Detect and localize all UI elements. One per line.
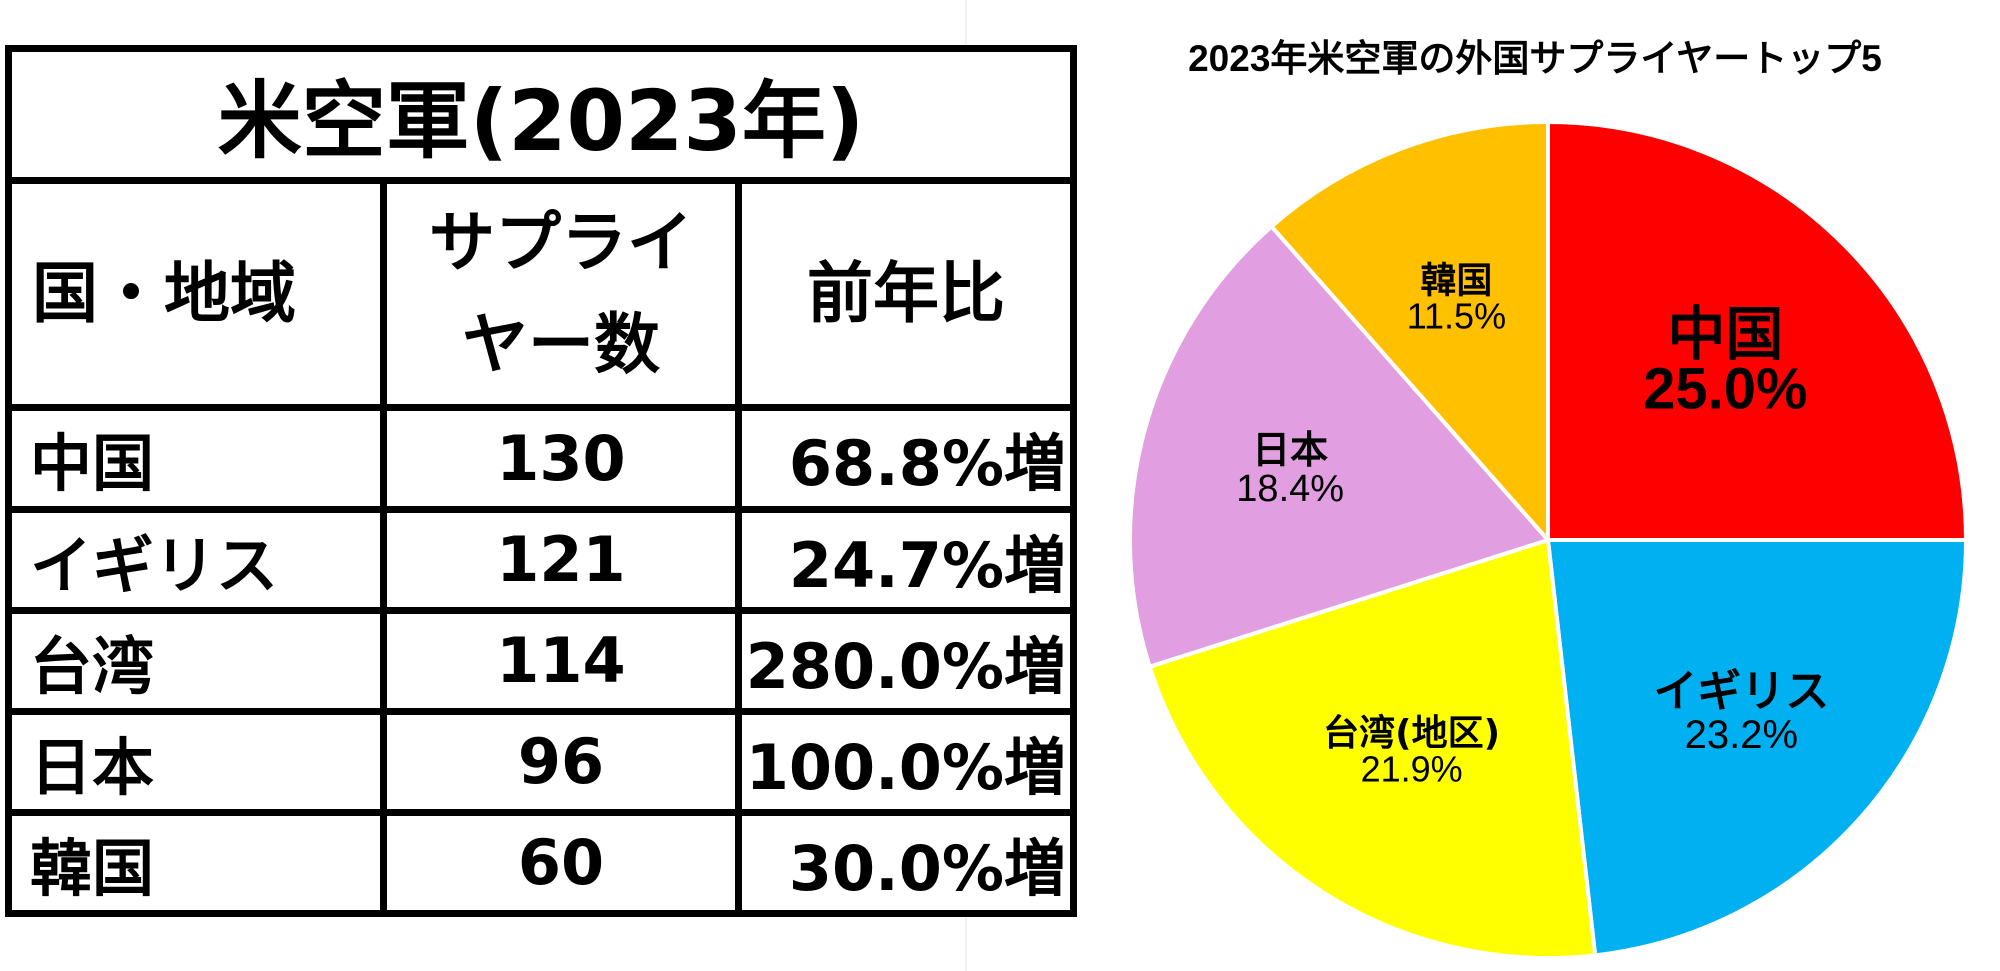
table-row: 日本 96 100.0%増 <box>5 707 1077 816</box>
row-count: 96 <box>380 707 742 816</box>
header-country: 国・地域 <box>5 177 387 412</box>
table-title: 米空軍(2023年) <box>5 44 1077 185</box>
supplier-table: 米空軍(2023年) 国・地域 サプライ ヤー数 前年比 中国 130 68.8… <box>5 44 1077 918</box>
pie-slice-label: 中国 <box>1667 300 1783 368</box>
pie-slice-label: 韓国 <box>1420 260 1492 301</box>
header-supplier-count-line2: ヤー数 <box>462 306 660 384</box>
row-country: イギリス <box>5 505 387 614</box>
pie-slice-label: 日本 <box>1252 428 1328 472</box>
table-row: イギリス 121 24.7%増 <box>5 505 1077 614</box>
row-yoy: 100.0%増 <box>735 707 1077 816</box>
row-count: 130 <box>380 404 742 513</box>
row-country: 中国 <box>5 404 387 513</box>
chart-title: 2023年米空軍の外国サプライヤートップ5 <box>1188 38 1882 79</box>
pie-slice-value: 11.5% <box>1407 295 1506 336</box>
pie-slice <box>1546 119 1969 542</box>
row-country: 韓国 <box>5 808 387 918</box>
header-yoy: 前年比 <box>735 177 1077 412</box>
row-yoy: 68.8%増 <box>735 404 1077 513</box>
row-country: 台湾 <box>5 606 387 715</box>
table-row: 中国 130 68.8%増 <box>5 404 1077 513</box>
row-yoy: 280.0%増 <box>735 606 1077 715</box>
pie-slice <box>1268 119 1550 546</box>
row-yoy: 24.7%増 <box>735 505 1077 614</box>
pie-slice <box>1147 537 1598 960</box>
table-row: 韓国 60 30.0%増 <box>5 808 1077 918</box>
row-count: 114 <box>380 606 742 715</box>
pie-slice <box>1545 538 1969 958</box>
pie-slice-value: 23.2% <box>1685 713 1798 757</box>
row-yoy: 30.0%増 <box>735 808 1077 918</box>
pie-slice-value: 21.9% <box>1361 748 1463 789</box>
pie-slice-value: 18.4% <box>1236 468 1344 510</box>
pie-slice <box>1128 223 1552 670</box>
row-country: 日本 <box>5 707 387 816</box>
pie-slice-value: 25.0% <box>1643 357 1807 422</box>
pie-slice-label: イギリス <box>1653 666 1829 717</box>
table-row: 台湾 114 280.0%増 <box>5 606 1077 715</box>
row-count: 121 <box>380 505 742 614</box>
pie-slice-label: 台湾(地区) <box>1323 712 1500 754</box>
header-supplier-count-line1: サプライ <box>429 203 693 281</box>
row-count: 60 <box>380 808 742 918</box>
header-supplier-count: サプライ ヤー数 <box>380 177 742 412</box>
